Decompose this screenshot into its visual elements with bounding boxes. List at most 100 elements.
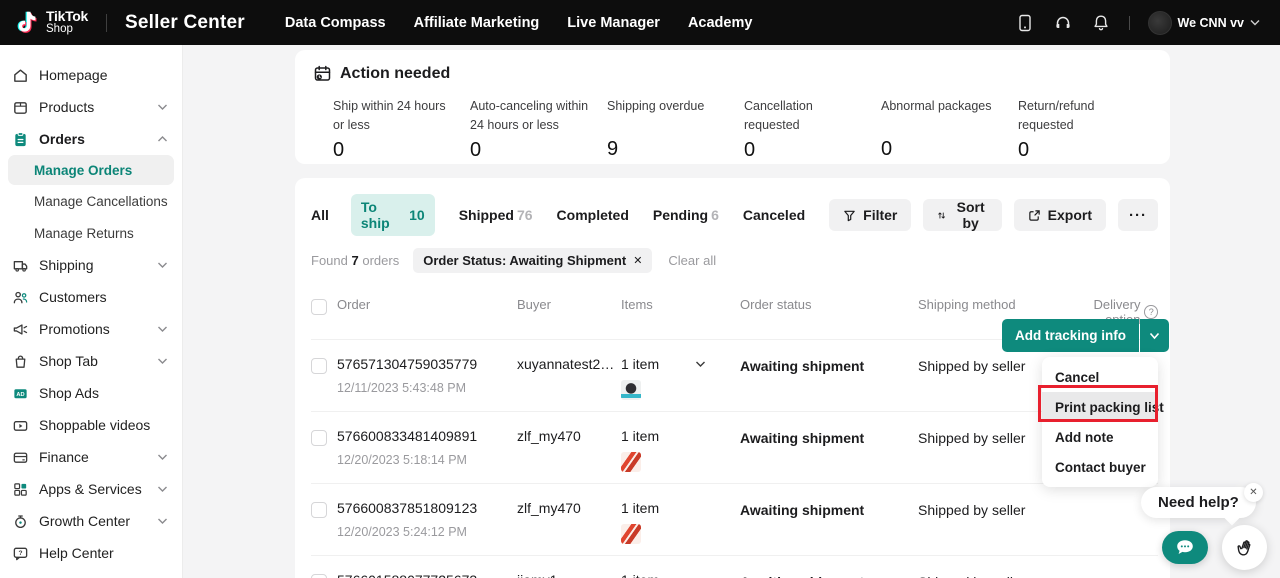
sidebar-item-shoppable-videos[interactable]: Shoppable videos [0, 409, 182, 441]
nav-item-data-compass[interactable]: Data Compass [284, 14, 386, 31]
tab-to-ship[interactable]: To ship 10 [350, 194, 435, 236]
seller-center-title[interactable]: Seller Center [125, 11, 245, 33]
export-icon [1028, 209, 1040, 221]
account-menu[interactable]: We CNN vv [1147, 10, 1260, 35]
menu-item-cancel[interactable]: Cancel [1055, 369, 1100, 385]
close-icon[interactable]: ✕ [1244, 483, 1263, 502]
metric-shipping-overdue[interactable]: Shipping overdue 9 [607, 97, 744, 162]
order-id[interactable]: 576601588077725673 [337, 572, 517, 578]
hand-cursor-icon [1222, 525, 1267, 570]
metric-value: 0 [744, 138, 756, 161]
tab-completed[interactable]: Completed [556, 207, 629, 223]
menu-item-print-packing-list[interactable]: Print packing list [1042, 392, 1164, 422]
support-headset-icon[interactable] [1053, 13, 1073, 33]
metric-auto-canceling[interactable]: Auto-canceling within 24 hours or less 0 [470, 97, 607, 162]
sidebar-item-orders[interactable]: Orders [0, 123, 182, 155]
sidebar-item-manage-orders[interactable]: Manage Orders [8, 155, 174, 185]
metric-label: Shipping overdue [607, 99, 705, 113]
need-help-bubble[interactable]: Need help? [1141, 487, 1256, 518]
action-needed-title: Action needed [340, 64, 451, 82]
tab-all[interactable]: All [311, 207, 329, 223]
export-button[interactable]: Export [1013, 199, 1106, 231]
tab-shipped[interactable]: Shipped 76 [458, 207, 533, 223]
buyer-name[interactable]: jiamy1 [517, 572, 613, 578]
product-thumbnail[interactable] [621, 380, 641, 400]
metric-value: 0 [470, 138, 482, 161]
select-all-checkbox[interactable] [311, 299, 327, 315]
nav-item-live-manager[interactable]: Live Manager [567, 14, 660, 31]
sidebar-label: Customers [39, 289, 107, 305]
sidebar-item-growth-center[interactable]: Growth Center [0, 505, 182, 537]
help-question-icon[interactable]: ? [1144, 305, 1158, 319]
found-orders-text: Found 7 orders [311, 253, 400, 268]
order-id[interactable]: 576600833481409891 [337, 428, 478, 444]
sidebar-item-apps-services[interactable]: Apps & Services [0, 473, 182, 505]
mobile-app-icon[interactable] [1015, 13, 1035, 33]
product-thumbnail[interactable] [621, 452, 641, 472]
chat-support-button[interactable] [1162, 531, 1208, 564]
sidebar-item-help-center[interactable]: ? Help Center [0, 537, 182, 569]
chevron-down-icon [157, 485, 168, 493]
sidebar-item-manage-cancellations[interactable]: Manage Cancellations [0, 185, 182, 217]
row-checkbox[interactable] [311, 502, 327, 518]
metric-ship-within-24h[interactable]: Ship within 24 hours or less 0 [333, 97, 470, 162]
metric-label: Return/refund requested [1018, 99, 1095, 133]
menu-item-add-note[interactable]: Add note [1055, 429, 1114, 445]
metric-value: 0 [881, 138, 893, 160]
sort-arrows-icon [938, 211, 946, 219]
nav-item-affiliate-marketing[interactable]: Affiliate Marketing [413, 14, 540, 31]
filter-tag-order-status[interactable]: Order Status: Awaiting Shipment ✕ [413, 248, 653, 273]
metric-abnormal-packages[interactable]: Abnormal packages 0 [881, 97, 1018, 162]
chevron-down-icon [1149, 332, 1160, 339]
menu-item-contact-buyer[interactable]: Contact buyer [1055, 459, 1146, 475]
order-id[interactable]: 576600837851809123 [337, 500, 478, 516]
sidebar-item-promotions[interactable]: Promotions [0, 313, 182, 345]
metric-return-refund-requested[interactable]: Return/refund requested 0 [1018, 97, 1155, 162]
notifications-bell-icon[interactable] [1091, 13, 1111, 33]
sidebar-item-finance[interactable]: Finance [0, 441, 182, 473]
finance-card-icon [12, 449, 29, 466]
more-actions-button[interactable]: ··· [1118, 199, 1158, 231]
row-actions-dropdown-toggle[interactable] [1140, 319, 1169, 352]
product-thumbnail[interactable] [621, 524, 641, 544]
buyer-name[interactable]: xuyannatest2… [517, 356, 613, 372]
tab-pending[interactable]: Pending 6 [652, 207, 719, 223]
shopping-bag-icon [12, 353, 29, 370]
shipping-method: Shipped by seller [918, 502, 1026, 518]
sidebar-item-customers[interactable]: Customers [0, 281, 182, 313]
filter-button[interactable]: Filter [829, 199, 912, 231]
expand-items-chevron-icon[interactable] [695, 360, 706, 368]
video-play-icon [12, 417, 29, 434]
order-id[interactable]: 576571304759035779 [337, 356, 478, 372]
apps-grid-icon [12, 481, 29, 498]
sidebar-item-shop-tab[interactable]: Shop Tab [0, 345, 182, 377]
row-actions-menu: Cancel Print packing list Add note Conta… [1042, 357, 1164, 487]
shipping-method: Shipped by seller [918, 430, 1026, 446]
sidebar-item-homepage[interactable]: Homepage [0, 59, 182, 91]
row-checkbox[interactable] [311, 358, 327, 374]
row-checkbox[interactable] [311, 574, 327, 578]
tiktok-shop-logo[interactable]: TikTok Shop [14, 9, 88, 37]
action-needed-card: Action needed Ship within 24 hours or le… [295, 50, 1170, 164]
items-count: 1 item [621, 572, 659, 578]
clear-all-link[interactable]: Clear all [668, 253, 717, 268]
sidebar-item-products[interactable]: Products [0, 91, 182, 123]
chevron-up-icon [157, 135, 168, 143]
sidebar-item-shop-ads[interactable]: AD Shop Ads [0, 377, 182, 409]
sidebar-item-manage-returns[interactable]: Manage Returns [0, 217, 182, 249]
sort-by-button[interactable]: Sort by [923, 199, 1002, 231]
chat-bubble-icon [1177, 540, 1193, 554]
buyer-name[interactable]: zlf_my470 [517, 428, 581, 444]
nav-item-academy[interactable]: Academy [687, 14, 753, 31]
metric-value: 9 [607, 138, 619, 160]
buyer-name[interactable]: zlf_my470 [517, 500, 581, 516]
sidebar-item-shipping[interactable]: Shipping [0, 249, 182, 281]
products-box-icon [12, 99, 29, 116]
metric-cancellation-requested[interactable]: Cancellation requested 0 [744, 97, 881, 162]
truck-icon [12, 257, 29, 274]
add-tracking-info-button[interactable]: Add tracking info [1002, 319, 1139, 352]
remove-filter-icon[interactable]: ✕ [633, 255, 643, 267]
items-count: 1 item [621, 428, 660, 444]
tab-canceled[interactable]: Canceled [742, 207, 806, 223]
row-checkbox[interactable] [311, 430, 327, 446]
